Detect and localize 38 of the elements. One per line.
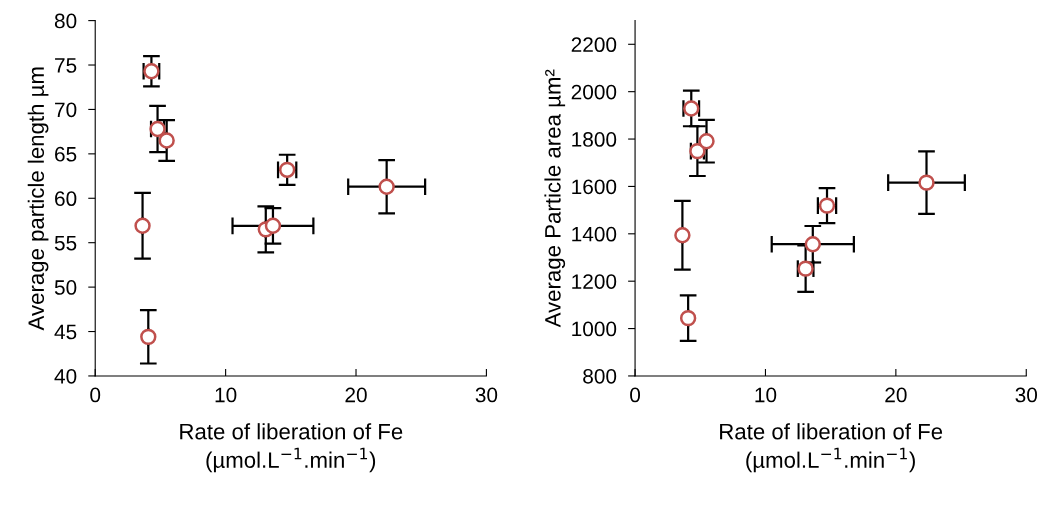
y-tick-label: 1600 [572,179,617,195]
point [378,178,395,195]
y-tick-label: 2200 [571,37,617,53]
y-axis-title: Average particle length µm [27,67,49,331]
y-tick-label: 1000 [572,321,617,337]
x-tick-label: 20 [885,387,907,403]
point [679,309,697,327]
x-tick-label: 20 [345,387,367,403]
x-tick-label: 30 [475,387,498,403]
y-tick-label: 55 [54,235,77,251]
y-tick-label: 1800 [572,132,617,147]
x-tick-label: 30 [1015,387,1038,403]
x-tick-label: 10 [215,387,237,403]
y-tick-label: 50 [54,280,77,295]
y-tick-label: 800 [583,368,617,384]
point [264,217,282,235]
y-tick-label: 40 [54,368,77,384]
y-tick-label: 65 [55,146,77,162]
y-tick-label: 1400 [572,226,617,242]
x-axis-title: Rate of liberation of Fe (µmol.L$^{−1}$.min$^{−1}$) [720,423,943,473]
y-tick-label: 45 [54,324,77,340]
x-tick-label: 10 [755,387,777,403]
x-axis-title: Rate of liberation of Fe (µmol.L$^{−1}$.min$^{−1}$) [180,423,403,473]
y-tick-label: 70 [55,102,77,118]
y-axis-title: Average Particle area µm² [544,69,566,328]
y-tick-label: 2000 [571,84,617,100]
point [804,236,821,253]
x-tick-label: 0 [630,387,641,403]
y-tick-label: 1200 [572,274,617,289]
point [134,217,151,235]
point [698,132,715,150]
point [918,174,935,191]
x-tick-label: 0 [90,387,101,403]
y-tick-label: 75 [55,58,77,73]
point [140,328,157,346]
y-tick-label: 80 [54,13,77,29]
point [674,227,691,244]
y-tick-label: 60 [55,191,77,207]
